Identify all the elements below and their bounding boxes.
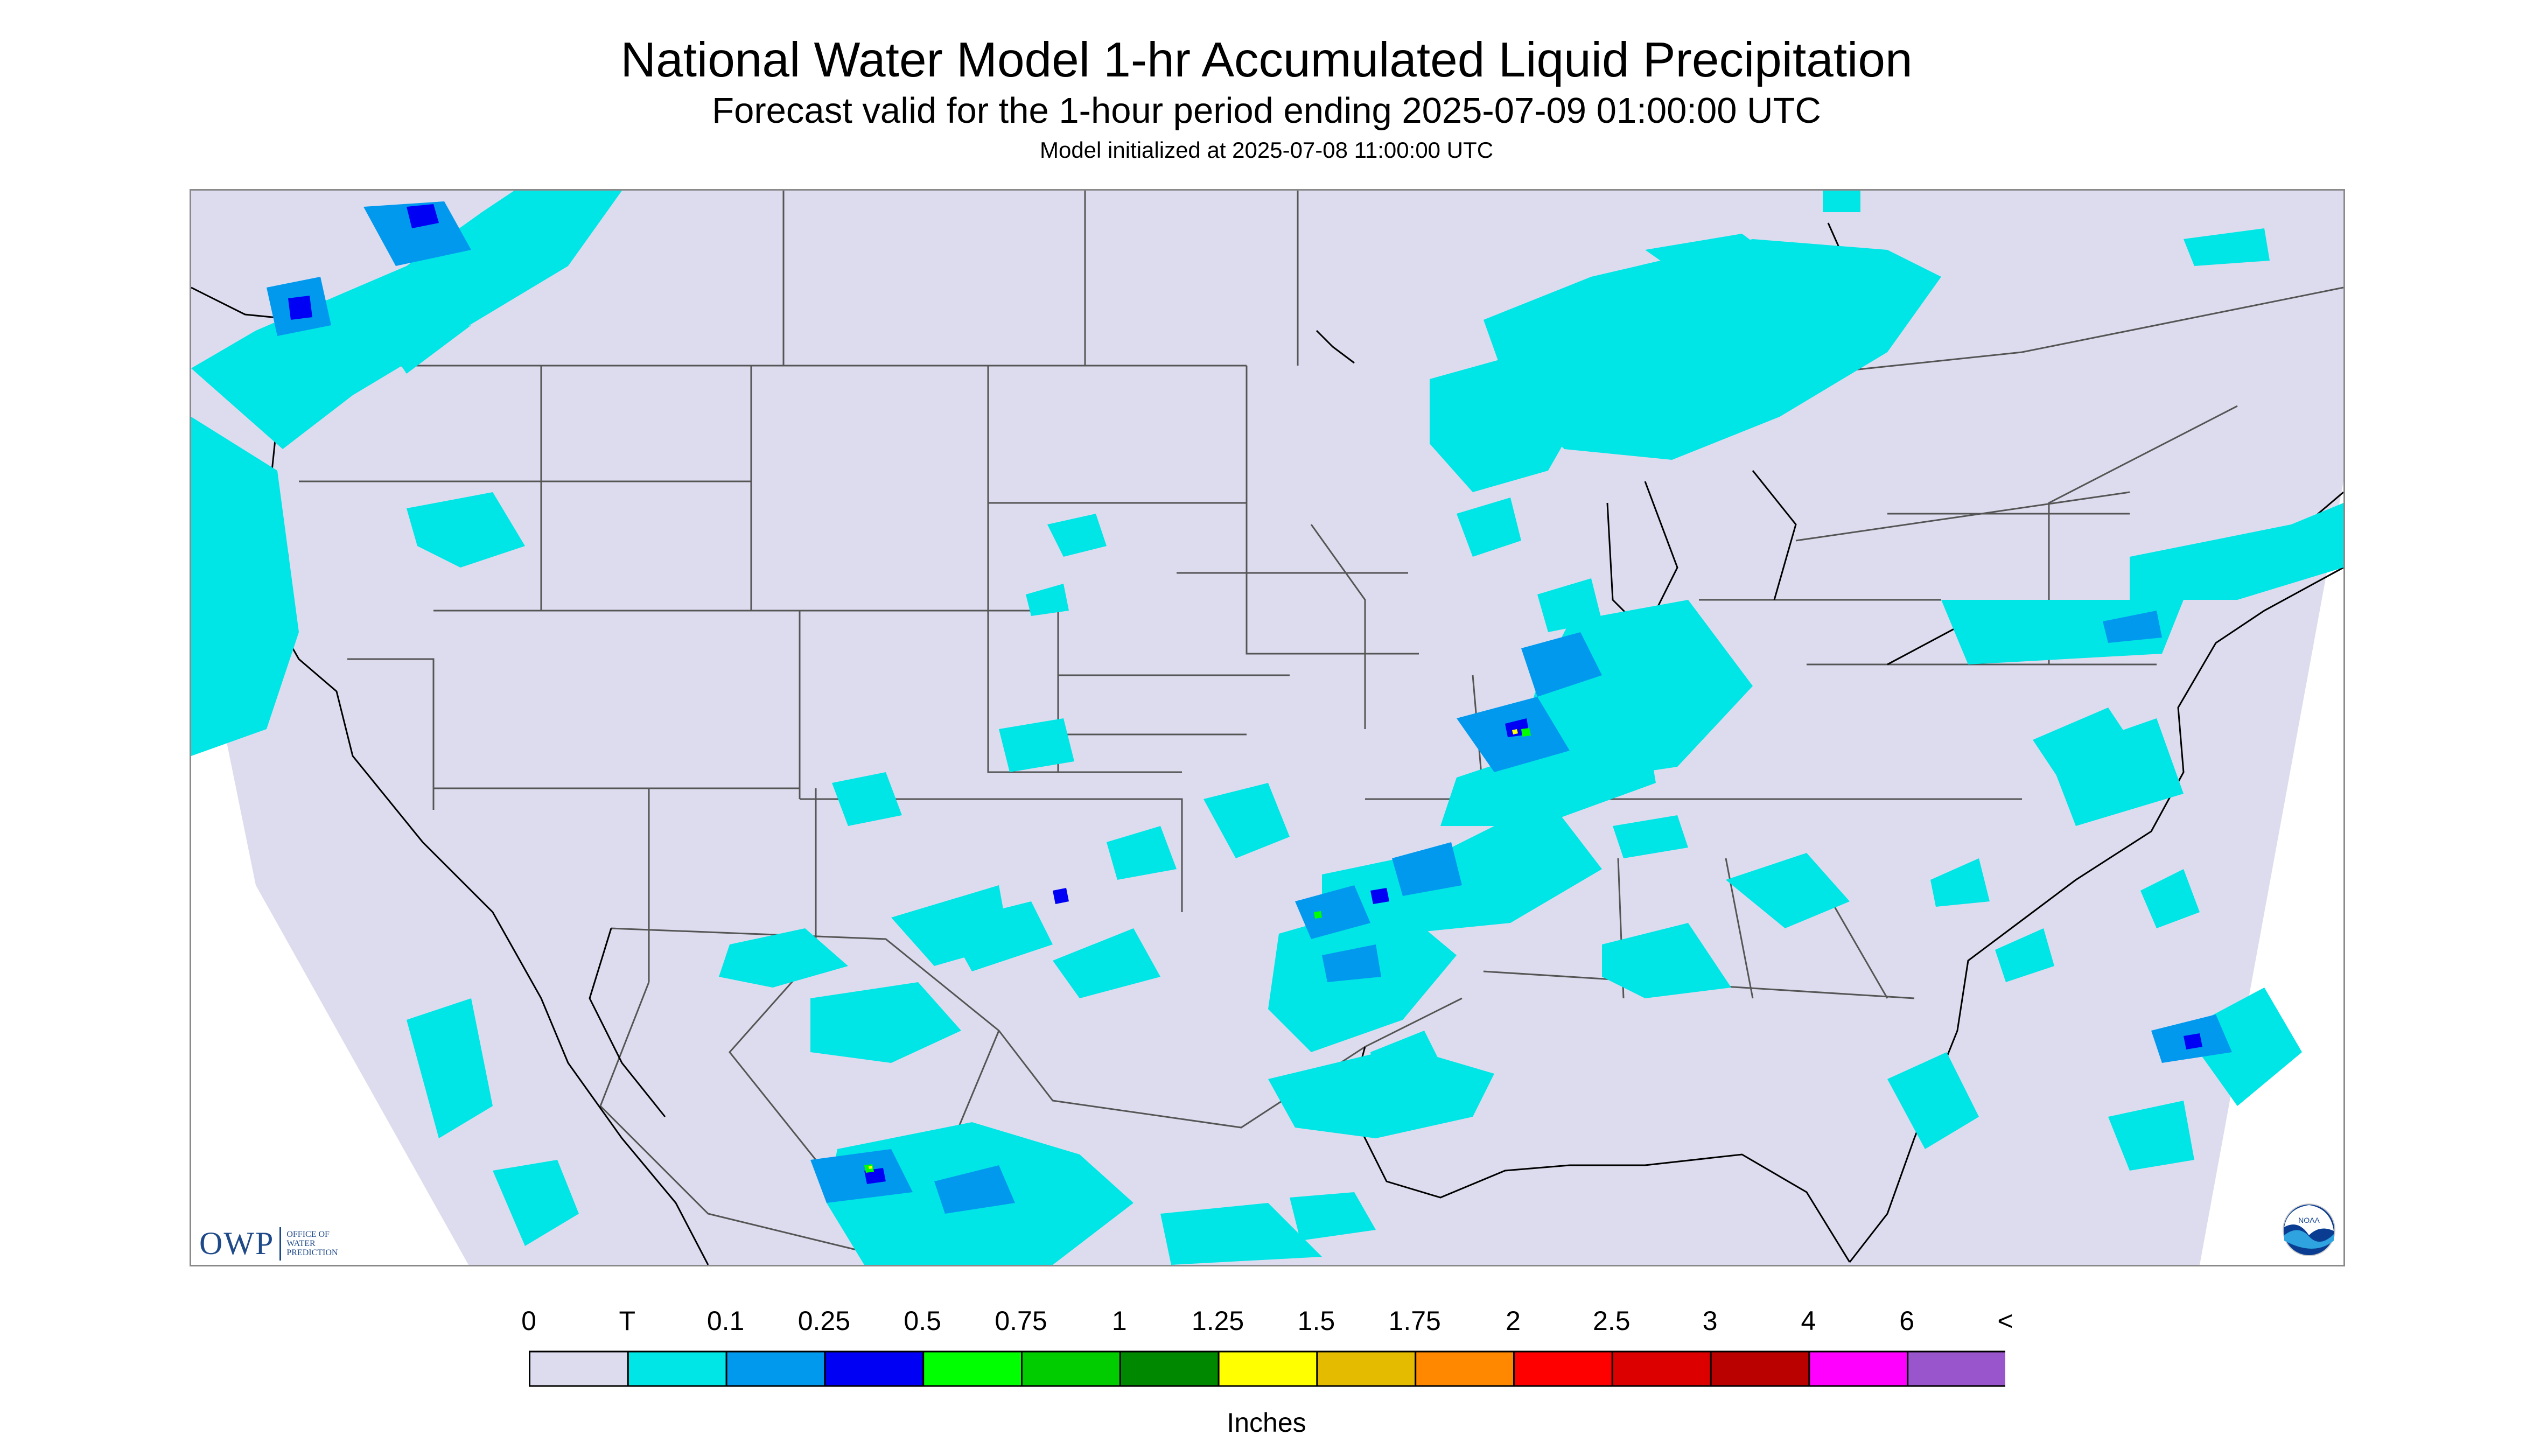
model-domain — [191, 191, 2343, 1265]
colorbar-swatch — [1710, 1350, 1810, 1387]
colorbar-tick-label: 0.25 — [797, 1306, 851, 1336]
colorbar — [529, 1350, 2005, 1387]
colorbar-tick-label: 0.75 — [995, 1306, 1047, 1336]
colorbar-swatch — [922, 1350, 1023, 1387]
colorbar-tick-label: < — [1997, 1306, 2013, 1336]
colorbar-swatch — [1415, 1350, 1515, 1387]
colorbar-tick-label: 1.75 — [1388, 1306, 1441, 1336]
colorbar-tick-label: 0.5 — [904, 1306, 941, 1336]
colorbar-swatch — [1611, 1350, 1712, 1387]
precip-light — [267, 201, 2232, 1214]
owp-logo: OWP OFFICE OF WATER PREDICTION — [199, 1225, 338, 1262]
colorbar-swatch — [1119, 1350, 1220, 1387]
chart-title: National Water Model 1-hr Accumulated Li… — [620, 33, 1913, 87]
colorbar-units: Inches — [1227, 1408, 1306, 1438]
state-boundaries — [299, 191, 2343, 1265]
colorbar-tick-label: 6 — [1899, 1306, 1915, 1336]
colorbar-tick-label: 4 — [1801, 1306, 1816, 1336]
colorbar-swatch — [1808, 1350, 1909, 1387]
model-init-line: Model initialized at 2025-07-08 11:00:00… — [1039, 137, 1494, 163]
colorbar-tick-label: 2 — [1506, 1306, 1521, 1336]
owp-logo-text: OWP — [199, 1226, 275, 1261]
colorbar-swatch — [725, 1350, 826, 1387]
noaa-logo-text: NOAA — [2298, 1216, 2320, 1224]
colorbar-swatch — [1021, 1350, 1121, 1387]
colorbar-tick-label: 0 — [521, 1306, 536, 1336]
colorbar-swatch — [1316, 1350, 1417, 1387]
chart-subtitle: Forecast valid for the 1-hour period end… — [712, 90, 1821, 131]
colorbar-tick-label: 2.5 — [1593, 1306, 1631, 1336]
precipitation-map — [190, 189, 2345, 1266]
colorbar-swatch — [1907, 1350, 2005, 1387]
precip-heavy — [864, 728, 1531, 1173]
colorbar-tick-label: 1.5 — [1297, 1306, 1335, 1336]
colorbar-swatch — [1217, 1350, 1318, 1387]
precip-spots-yellow — [869, 729, 1518, 1169]
colorbar-tick-label: 1 — [1111, 1306, 1127, 1336]
colorbar-swatch — [529, 1350, 629, 1387]
noaa-logo: NOAA — [2282, 1203, 2336, 1259]
colorbar-tick-label: 1.25 — [1191, 1306, 1244, 1336]
colorbar-swatch — [1513, 1350, 1613, 1387]
owp-logo-subtext: OFFICE OF WATER PREDICTION — [286, 1230, 338, 1257]
precip-moderate — [288, 204, 2202, 1184]
owp-logo-divider — [279, 1227, 282, 1261]
colorbar-swatch — [627, 1350, 727, 1387]
colorbar-tick-label: 3 — [1702, 1306, 1718, 1336]
colorbar-tick-label: T — [619, 1306, 636, 1336]
colorbar-swatch — [824, 1350, 925, 1387]
colorbar-tick-label: 0.1 — [706, 1306, 745, 1336]
